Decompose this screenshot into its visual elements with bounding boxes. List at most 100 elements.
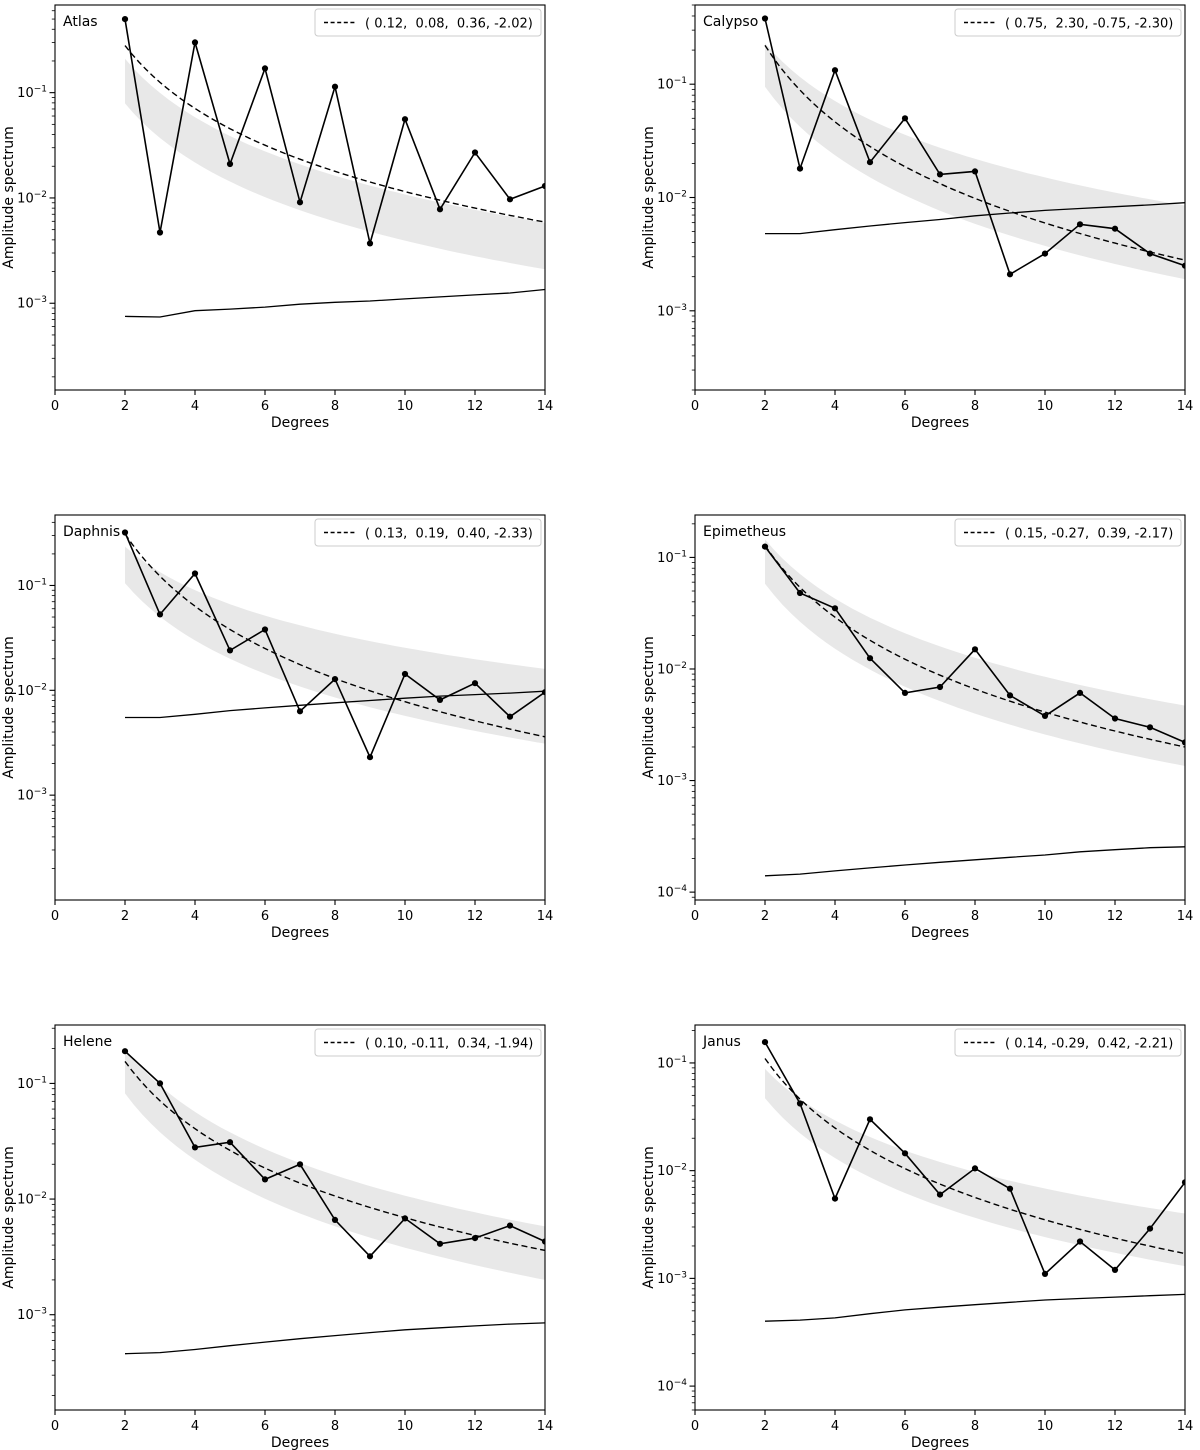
y-axis-ticks: 10−110−210−3 [17,10,55,378]
data-point-marker [1181,739,1185,746]
data-point-marker [366,1253,374,1260]
y-axis-ticks: 10−110−210−310−4 [657,1030,695,1411]
y-tick-exponent: −4 [674,884,688,894]
axes-frame [54,514,546,901]
x-tick-label: 14 [1177,399,1194,414]
chart-panel-atlas: 0 2 4 6 8 10 12 1410−110−210−3DegreesAmplitude … [1,4,553,430]
data-point-marker [366,754,374,761]
y-tick-base: 10 [17,191,34,206]
data-point-marker [541,1238,545,1245]
x-axis-label: Degrees [911,415,969,430]
x-tick-label: 10 [1037,909,1054,924]
data-point-marker [866,159,874,166]
y-tick-label: 10−2 [657,190,687,207]
y-tick-label: 10−3 [17,787,47,804]
x-tick-label: 2 [761,399,769,414]
legend-box [314,1028,542,1057]
y-tick-label: 10−2 [17,682,47,699]
data-point-marker [366,240,374,247]
data-point-marker [936,1191,944,1198]
x-axis-label: Degrees [911,1435,969,1450]
plot-area-epimetheus [761,539,1185,877]
y-tick-label: 10−4 [657,1378,687,1395]
data-point-marker [296,199,304,206]
data-point-marker [1006,271,1014,278]
data-point-marker [971,646,979,653]
y-tick-base: 10 [17,297,34,312]
x-axis-ticks: 0 2 4 6 8 10 12 14 [691,1410,1193,1434]
x-tick-label: 10 [1037,399,1054,414]
y-tick-label: 10−1 [657,76,687,93]
fit-line [124,1060,545,1252]
axes-frame [694,514,1186,901]
x-tick-label: 12 [467,399,484,414]
data-point-marker [191,39,199,46]
x-tick-label: 4 [831,1419,839,1434]
plot-area-helene [121,1048,545,1355]
legend: ( 0.12, 0.08, 0.36, -2.02) [314,8,542,37]
panel-title: Epimetheus [703,524,786,540]
x-tick-label: 4 [191,909,199,924]
data-point-marker [936,171,944,178]
y-axis-label: Amplitude spectrum [641,636,657,778]
x-axis-ticks: 0 2 4 6 8 10 12 14 [691,390,1193,414]
noise-spectrum-line [764,1293,1185,1322]
y-tick-exponent: −3 [674,773,687,783]
x-tick-label: 0 [51,909,59,924]
chart-panel-janus: 0 2 4 6 8 10 12 1410−110−210−310−4DegreesAmplit… [641,1024,1193,1450]
data-point-marker [401,116,409,123]
data-point-marker [121,16,129,23]
data-point-marker [1041,1270,1049,1277]
x-tick-label: 10 [1037,1419,1054,1434]
data-point-marker [901,689,909,696]
panel-title: Atlas [63,14,98,30]
y-tick-label: 10−3 [17,295,47,312]
data-points [121,16,545,247]
data-point-marker [831,1195,839,1202]
x-tick-label: 6 [261,399,269,414]
x-tick-label: 14 [537,909,554,924]
fit-line [764,545,1185,748]
data-point-marker [261,626,269,633]
chart-panel-epimetheus: 0 2 4 6 8 10 12 1410−110−210−310−4DegreesAmplit… [641,514,1193,940]
plot-area-atlas [121,16,545,318]
x-axis-ticks: 0 2 4 6 8 10 12 14 [51,900,553,924]
data-point-marker [866,655,874,662]
y-tick-label: 10−1 [17,1075,47,1092]
y-axis-ticks: 10−110−210−3 [17,1027,55,1396]
noise-spectrum-line [764,846,1185,877]
x-axis-label: Degrees [271,1435,329,1450]
confidence-band [765,539,1185,766]
data-point-marker [1146,250,1154,257]
x-axis-label: Degrees [271,415,329,430]
x-tick-label: 0 [691,399,699,414]
data-point-marker [761,15,769,22]
axes-frame [694,1024,1186,1411]
data-point-marker [121,529,129,536]
noise-spectrum-line [765,202,1185,235]
y-tick-label: 10−1 [17,85,47,102]
x-tick-label: 4 [191,1419,199,1434]
data-points [121,1048,545,1260]
x-tick-label: 2 [761,1419,769,1434]
data-point-marker [541,689,545,696]
y-tick-exponent: −1 [674,76,687,86]
y-tick-exponent: −3 [674,1270,687,1280]
data-point-marker [331,676,339,683]
legend-box [314,518,542,547]
y-tick-exponent: −2 [674,190,687,200]
data-point-marker [1006,1185,1014,1192]
y-tick-label: 10−4 [657,884,687,901]
data-point-marker [541,182,545,190]
y-tick-base: 10 [657,1272,674,1287]
y-tick-label: 10−2 [657,661,687,678]
y-tick-label: 10−3 [657,303,687,320]
data-point-marker [796,589,804,597]
y-tick-exponent: −1 [34,1075,47,1085]
data-point-marker [436,696,444,703]
legend-label: ( 0.14, -0.29, 0.42, -2.21) [1005,1037,1173,1052]
confidence-band [765,43,1185,280]
legend-box [954,8,1182,37]
y-tick-exponent: −1 [674,549,687,559]
x-tick-label: 14 [1177,1419,1194,1434]
